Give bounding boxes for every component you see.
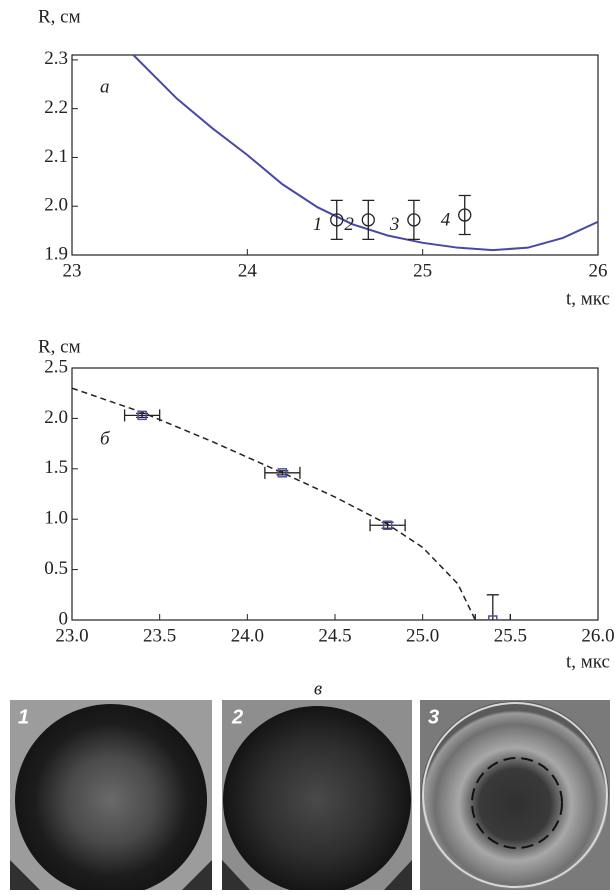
photo-label: 1 [18, 706, 29, 728]
y-axis-label: R, см [38, 6, 81, 27]
panel-label: б [100, 428, 111, 449]
curve [72, 387, 476, 620]
photo-1 [10, 700, 212, 890]
curve [132, 55, 598, 252]
x-axis-label: t, мкс [566, 288, 610, 309]
axes-frame [71, 367, 599, 621]
point [488, 615, 498, 620]
axes-frame [71, 54, 599, 256]
point-label: 2 [344, 214, 354, 235]
x-axis-label: t, мкс [566, 651, 610, 672]
point-label: 4 [441, 209, 451, 230]
x-tick-label: 25.0 [406, 625, 439, 646]
photo-3 [420, 700, 610, 890]
x-tick-label: 23.5 [143, 625, 176, 646]
x-tick-label: 26.0 [581, 625, 614, 646]
x-tick-label: 24.5 [318, 625, 351, 646]
y-tick-label: 1.0 [44, 508, 68, 529]
y-tick-label: 0.5 [44, 558, 68, 579]
x-tick-label: 25 [413, 260, 432, 281]
point [277, 468, 288, 478]
y-error-bar [330, 199, 343, 241]
x-tick-label: 26 [589, 260, 608, 281]
y-error-bar [486, 594, 499, 620]
x-tick-label: 24.0 [231, 625, 264, 646]
point-label: 1 [313, 214, 323, 235]
point [407, 213, 421, 227]
plot-area [72, 387, 511, 620]
y-tick-label: 0 [59, 608, 69, 629]
panel-label: а [100, 76, 110, 97]
point [458, 208, 472, 222]
y-error-bar [407, 199, 420, 241]
point-label: 3 [389, 214, 400, 235]
point [137, 410, 147, 421]
photos-title: в [314, 678, 322, 699]
plot-area [132, 55, 598, 252]
y-tick-label: 1.5 [44, 457, 68, 478]
point [382, 520, 393, 530]
photo-2 [222, 700, 412, 890]
photo-label: 2 [231, 706, 243, 728]
x-tick-label: 23 [63, 260, 82, 281]
x-error-bar [264, 466, 301, 479]
x-tick-label: 24 [238, 260, 258, 281]
y-tick-label: 2.0 [44, 195, 68, 216]
x-tick-label: 25.5 [494, 625, 527, 646]
x-error-bar [474, 614, 511, 620]
y-tick-label: 2.5 [44, 356, 68, 377]
y-tick-label: 2.1 [44, 146, 68, 167]
y-tick-label: 1.9 [44, 243, 68, 264]
point [330, 213, 344, 227]
x-error-bar [369, 519, 406, 532]
y-tick-label: 2.2 [44, 97, 68, 118]
y-error-bar [458, 194, 471, 236]
y-error-bar [362, 199, 375, 241]
x-error-bar [123, 409, 161, 422]
y-axis-label: R, см [38, 336, 81, 357]
x-tick-label: 23.0 [55, 625, 88, 646]
y-tick-label: 2.3 [44, 48, 68, 69]
y-tick-label: 2.0 [44, 407, 68, 428]
point [361, 213, 375, 227]
photo-label: 3 [428, 706, 439, 728]
